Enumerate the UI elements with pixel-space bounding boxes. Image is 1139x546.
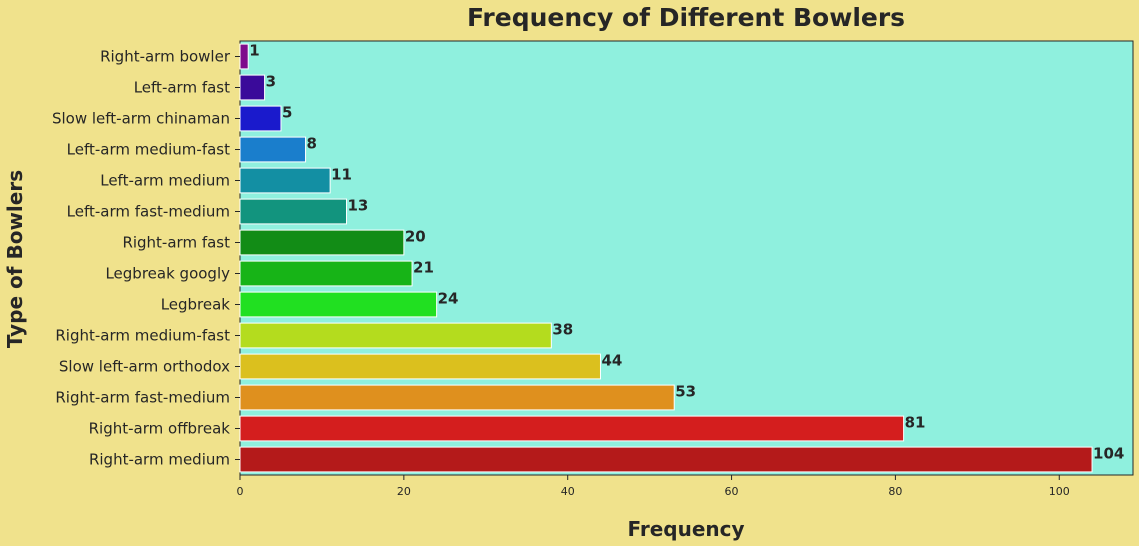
bar xyxy=(239,74,266,101)
category-label: Right-arm medium xyxy=(89,451,230,469)
x-tick-label: 20 xyxy=(397,485,411,498)
value-label: 53 xyxy=(675,383,696,401)
bar xyxy=(239,43,249,70)
value-label: 13 xyxy=(348,197,369,215)
value-label: 3 xyxy=(266,73,276,91)
x-tick-label: 60 xyxy=(725,485,739,498)
category-label: Right-arm fast-medium xyxy=(55,389,230,407)
bar xyxy=(239,260,413,287)
value-label: 11 xyxy=(331,166,352,184)
value-label: 20 xyxy=(405,228,426,246)
bar xyxy=(239,229,405,256)
bar xyxy=(239,322,552,349)
category-label: Legbreak xyxy=(161,296,231,314)
category-label: Left-arm fast-medium xyxy=(67,203,230,221)
value-label: 5 xyxy=(282,104,292,122)
bar xyxy=(239,198,348,225)
category-label: Left-arm fast xyxy=(134,79,230,97)
bar xyxy=(239,105,282,132)
value-label: 81 xyxy=(905,414,926,432)
bar xyxy=(239,291,438,318)
y-axis-label: Type of Bowlers xyxy=(3,170,27,348)
category-label: Slow left-arm chinaman xyxy=(52,110,230,128)
value-label: 38 xyxy=(552,321,573,339)
chart-title: Frequency of Different Bowlers xyxy=(467,3,905,32)
category-label: Left-arm medium-fast xyxy=(67,141,230,159)
value-label: 1 xyxy=(249,42,259,60)
bar xyxy=(239,415,905,442)
bar xyxy=(239,167,331,194)
x-axis-label: Frequency xyxy=(627,517,744,541)
x-tick-label: 100 xyxy=(1049,485,1070,498)
value-label: 104 xyxy=(1093,445,1124,463)
x-tick-label: 40 xyxy=(561,485,575,498)
value-label: 8 xyxy=(307,135,317,153)
bar xyxy=(239,353,601,380)
x-tick-label: 80 xyxy=(888,485,902,498)
category-label: Left-arm medium xyxy=(100,172,230,190)
category-label: Right-arm bowler xyxy=(100,48,231,66)
value-label: 44 xyxy=(601,352,622,370)
value-label: 21 xyxy=(413,259,434,277)
bar xyxy=(239,136,307,163)
bar xyxy=(239,446,1093,473)
value-label: 24 xyxy=(438,290,459,308)
x-tick-label: 0 xyxy=(237,485,244,498)
category-label: Right-arm offbreak xyxy=(89,420,231,438)
category-label: Legbreak googly xyxy=(105,265,230,283)
category-label: Slow left-arm orthodox xyxy=(59,358,230,376)
bar xyxy=(239,384,675,411)
category-label: Right-arm fast xyxy=(122,234,230,252)
category-label: Right-arm medium-fast xyxy=(55,327,230,345)
